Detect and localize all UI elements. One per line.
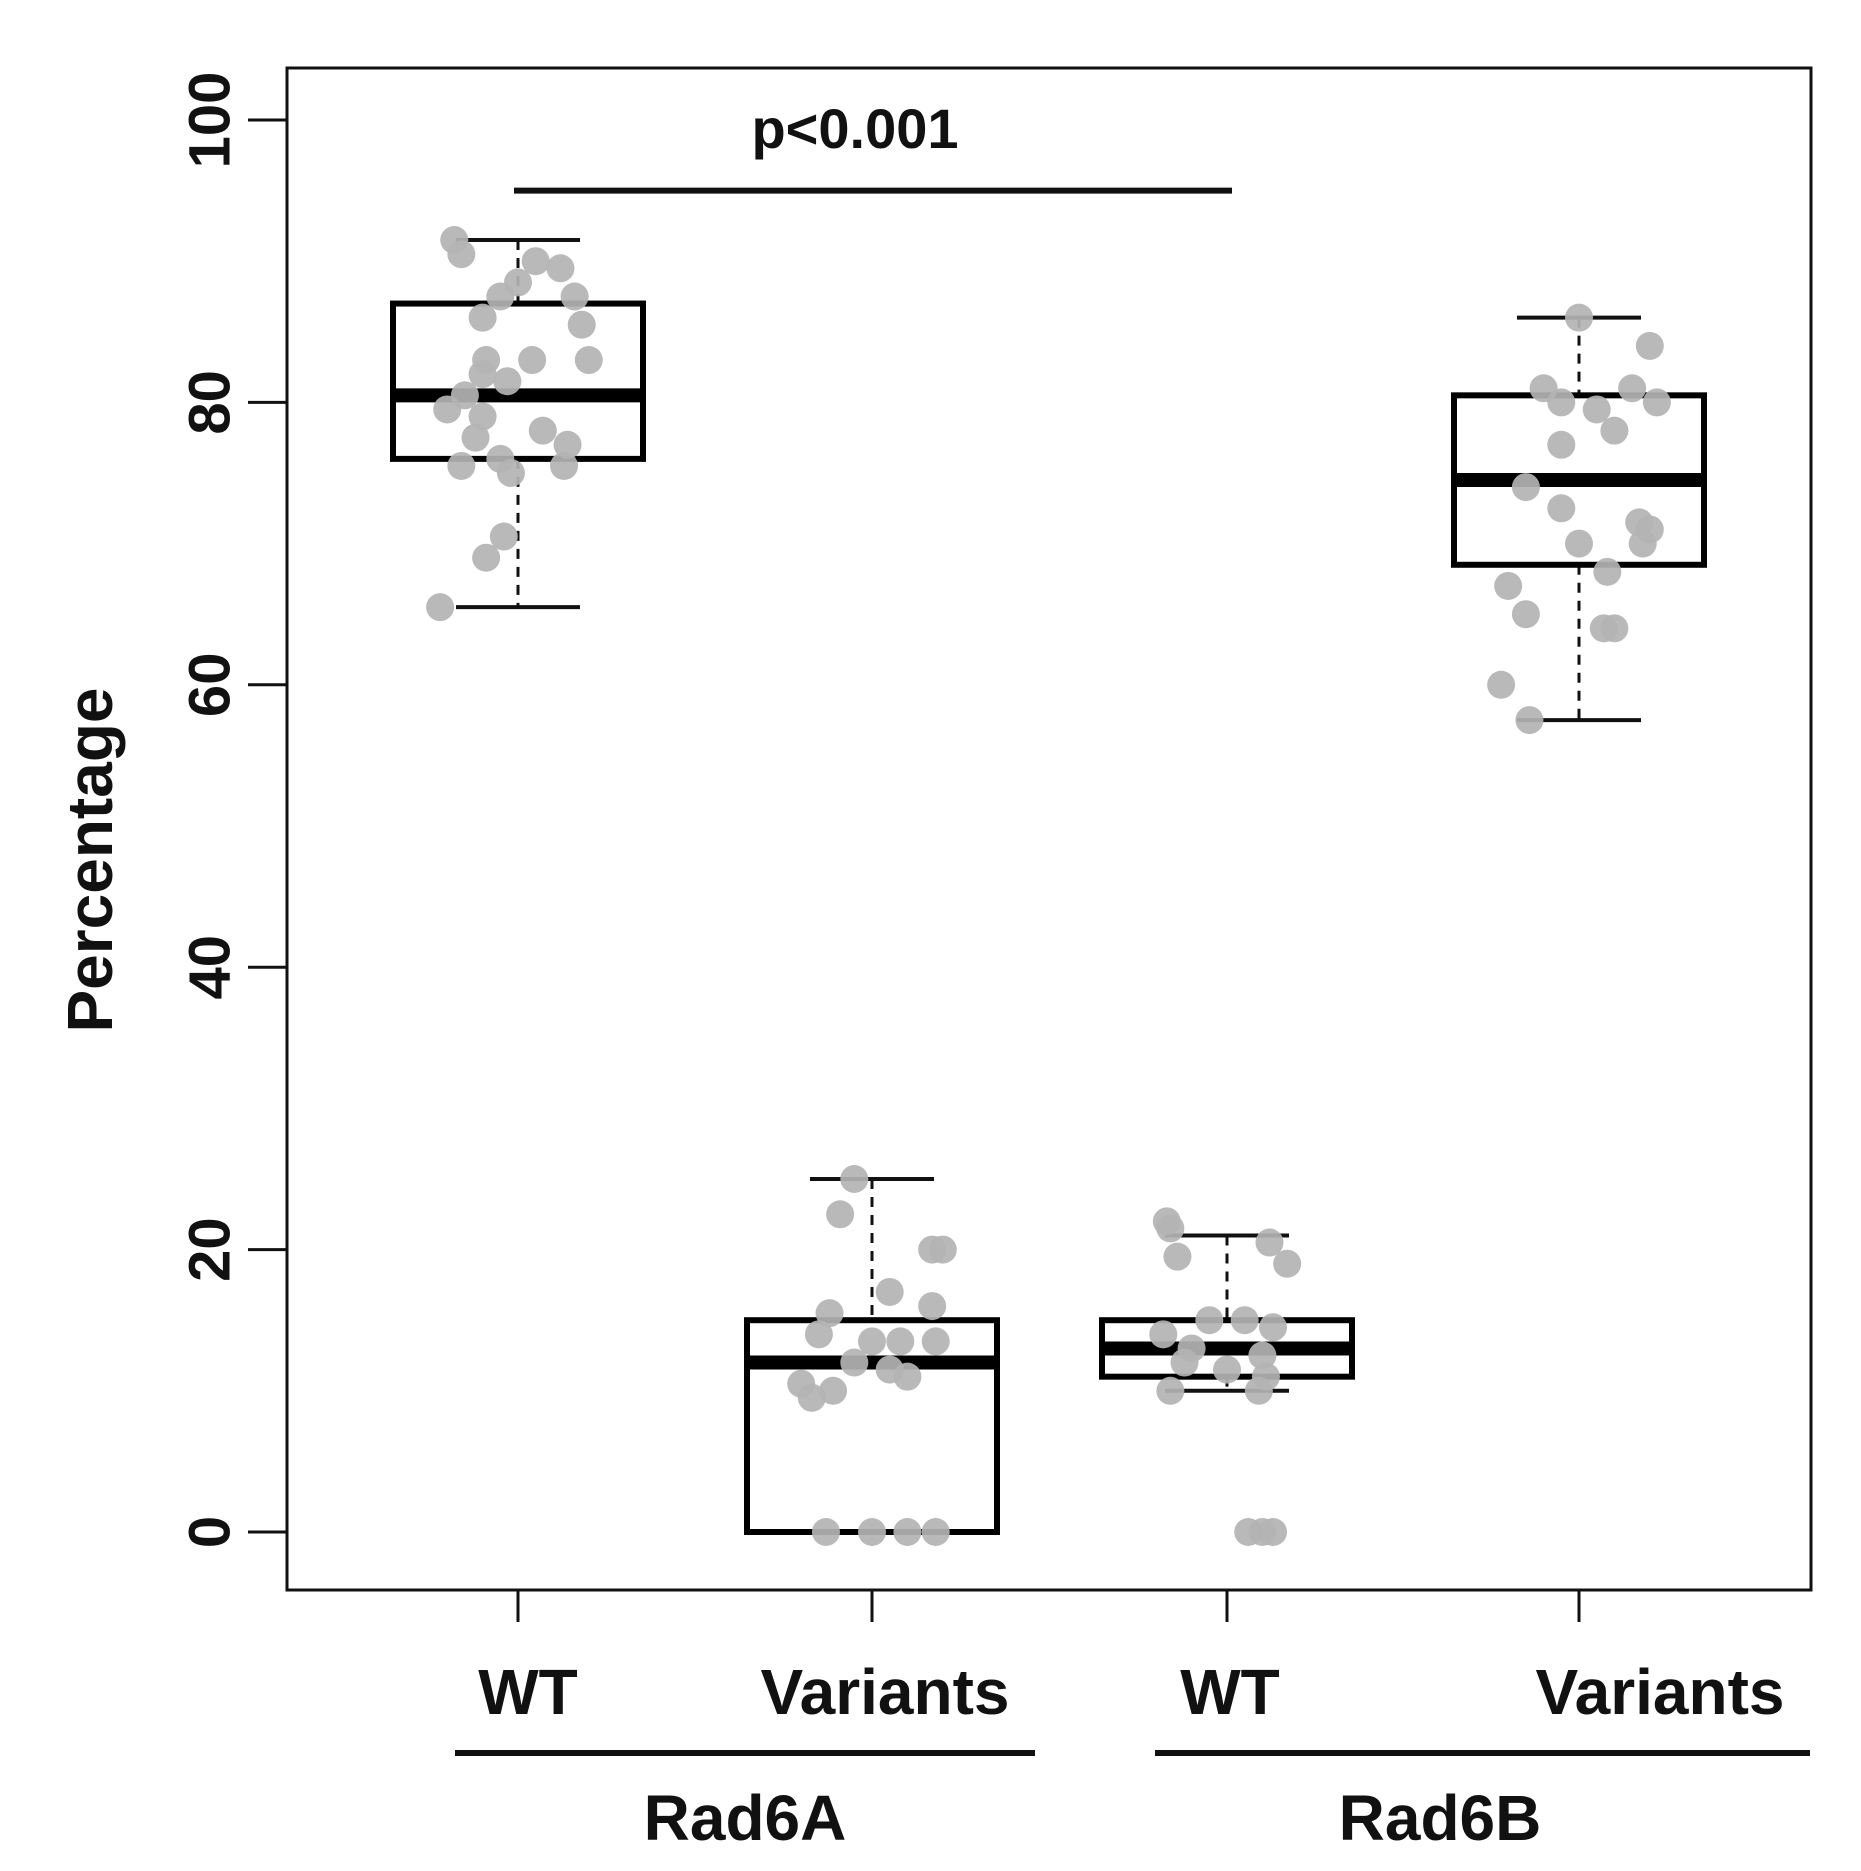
data-point [819, 1376, 848, 1405]
data-point [893, 1518, 922, 1546]
y-axis-title: Percentage [54, 687, 126, 1032]
data-point [1515, 706, 1544, 735]
data-point [858, 1518, 886, 1546]
data-point [1163, 1242, 1192, 1271]
data-point [528, 416, 557, 445]
data-point [1628, 529, 1657, 558]
data-point [840, 1348, 869, 1377]
data-point [486, 282, 515, 311]
data-point [1565, 529, 1593, 558]
y-tick-label: 60 [178, 653, 243, 718]
x-tick-label: Variants [1535, 1656, 1784, 1728]
data-point [472, 543, 501, 572]
data-point [1230, 1306, 1259, 1335]
x-tick-label: Variants [760, 1656, 1009, 1728]
data-point [804, 1320, 833, 1349]
data-point [1593, 557, 1622, 586]
x-tick-label: WT [478, 1656, 578, 1728]
data-point [461, 423, 490, 452]
y-tick-label: 100 [178, 72, 243, 169]
data-point [1582, 395, 1611, 424]
plot-frame [285, 66, 1813, 1592]
data-point [468, 402, 497, 431]
box-group [1451, 315, 1707, 723]
data-point [521, 247, 550, 276]
data-point [1547, 430, 1576, 459]
data-point [574, 346, 603, 375]
data-point [426, 593, 455, 622]
data-point [1156, 1214, 1185, 1243]
data-point [1600, 416, 1629, 445]
data-point [811, 1518, 840, 1546]
data-point [1195, 1306, 1224, 1335]
data-point [893, 1362, 922, 1391]
data-point [567, 310, 596, 339]
p-value-label: p<0.001 [751, 97, 958, 160]
data-point [553, 430, 582, 459]
data-point [1255, 1228, 1284, 1257]
data-point [1149, 1320, 1178, 1349]
plot-layer: 0 20 40 60 80 100 WT Variants WT Variants Rad6A Rad… [178, 72, 1810, 1854]
group-label: Rad6B [1339, 1782, 1542, 1854]
y-tick-label: 40 [178, 935, 243, 1000]
data-point [1511, 600, 1540, 629]
data-point [815, 1299, 844, 1328]
data-point [560, 282, 589, 311]
data-point [1248, 1341, 1277, 1370]
data-point [921, 1327, 950, 1356]
data-point [921, 1518, 950, 1546]
data-point [1642, 388, 1671, 417]
data-point [447, 240, 476, 269]
data-point [1170, 1348, 1199, 1377]
data-point [826, 1200, 855, 1229]
data-point [468, 303, 497, 332]
data-point [518, 346, 547, 375]
y-tick-label: 20 [178, 1217, 243, 1282]
data-point [797, 1383, 826, 1412]
data-point [1487, 670, 1516, 699]
data-point [1635, 331, 1664, 360]
data-point [1565, 303, 1593, 332]
x-tick-label: WT [1180, 1656, 1280, 1728]
data-point [918, 1292, 947, 1321]
data-point [840, 1165, 869, 1193]
data-point [1511, 473, 1540, 502]
data-point [875, 1277, 904, 1306]
data-point [1547, 494, 1576, 523]
data-point [886, 1327, 915, 1356]
data-point [1244, 1376, 1273, 1405]
group-label: Rad6A [644, 1782, 847, 1854]
data-point [1273, 1249, 1302, 1278]
data-point [489, 522, 518, 551]
data-point [1618, 374, 1647, 403]
data-point [1259, 1518, 1288, 1546]
y-tick-label: 0 [178, 1516, 243, 1548]
data-point [433, 395, 462, 424]
y-tick-label: 80 [178, 370, 243, 435]
data-point [468, 360, 497, 389]
data-point [858, 1327, 886, 1356]
data-point [928, 1235, 957, 1264]
data-point [550, 451, 579, 480]
data-point [496, 459, 525, 487]
data-point [447, 451, 476, 480]
data-point [1259, 1313, 1288, 1342]
data-point [493, 367, 522, 396]
data-point [546, 254, 575, 283]
data-point [1600, 614, 1629, 643]
data-point [1494, 571, 1523, 600]
iqr-box [390, 300, 646, 462]
data-point [1156, 1376, 1185, 1405]
data-point [1547, 388, 1576, 417]
data-point [1213, 1355, 1241, 1384]
box-group [744, 1177, 1000, 1535]
